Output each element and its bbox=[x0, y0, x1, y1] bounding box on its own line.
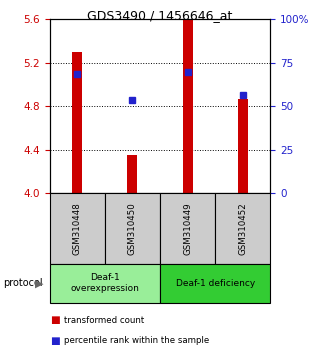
Text: GSM310452: GSM310452 bbox=[238, 202, 247, 255]
Text: percentile rank within the sample: percentile rank within the sample bbox=[64, 336, 209, 345]
Text: GSM310448: GSM310448 bbox=[73, 202, 82, 255]
Text: protocol: protocol bbox=[3, 278, 43, 288]
Bar bbox=[238, 99, 248, 193]
Text: GSM310449: GSM310449 bbox=[183, 202, 192, 255]
Text: ▶: ▶ bbox=[35, 278, 44, 288]
Text: GSM310450: GSM310450 bbox=[128, 202, 137, 255]
Text: ■: ■ bbox=[50, 336, 59, 346]
Text: GDS3490 / 1456646_at: GDS3490 / 1456646_at bbox=[87, 9, 233, 22]
Text: transformed count: transformed count bbox=[64, 316, 144, 325]
Text: ■: ■ bbox=[50, 315, 59, 325]
Text: Deaf-1 deficiency: Deaf-1 deficiency bbox=[176, 279, 255, 288]
Bar bbox=[183, 19, 193, 193]
Bar bbox=[72, 52, 82, 193]
Text: Deaf-1
overexpression: Deaf-1 overexpression bbox=[70, 274, 139, 293]
Bar bbox=[127, 155, 137, 193]
